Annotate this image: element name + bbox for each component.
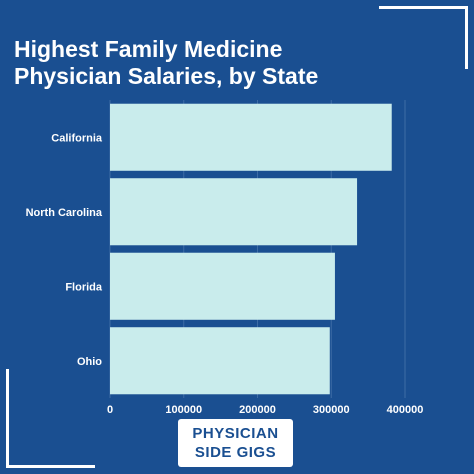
title-line-2: Physician Salaries, by State — [14, 63, 319, 89]
corner-bracket-bottom-left — [6, 369, 95, 468]
brand-logo-badge: PHYSICIAN SIDE GIGS — [178, 419, 293, 467]
chart-title: Highest Family Medicine Physician Salari… — [14, 36, 414, 90]
x-tick-label: 100000 — [165, 404, 202, 416]
x-tick-label: 0 — [107, 404, 113, 416]
bar — [110, 103, 392, 171]
x-tick-label: 200000 — [239, 404, 276, 416]
x-tick-label: 400000 — [387, 404, 424, 416]
bar — [110, 178, 358, 246]
title-line-1: Highest Family Medicine — [14, 36, 283, 62]
brand-line-1: PHYSICIAN — [192, 425, 279, 442]
brand-line-2: SIDE GIGS — [194, 444, 277, 461]
x-tick-label: 300000 — [313, 404, 350, 416]
category-label: Florida — [65, 281, 103, 293]
category-label: Ohio — [77, 356, 102, 368]
bar — [110, 327, 330, 395]
category-label: California — [51, 132, 103, 144]
category-label: North Carolina — [26, 207, 103, 219]
corner-bracket-top-right — [379, 6, 468, 69]
bar — [110, 252, 335, 320]
